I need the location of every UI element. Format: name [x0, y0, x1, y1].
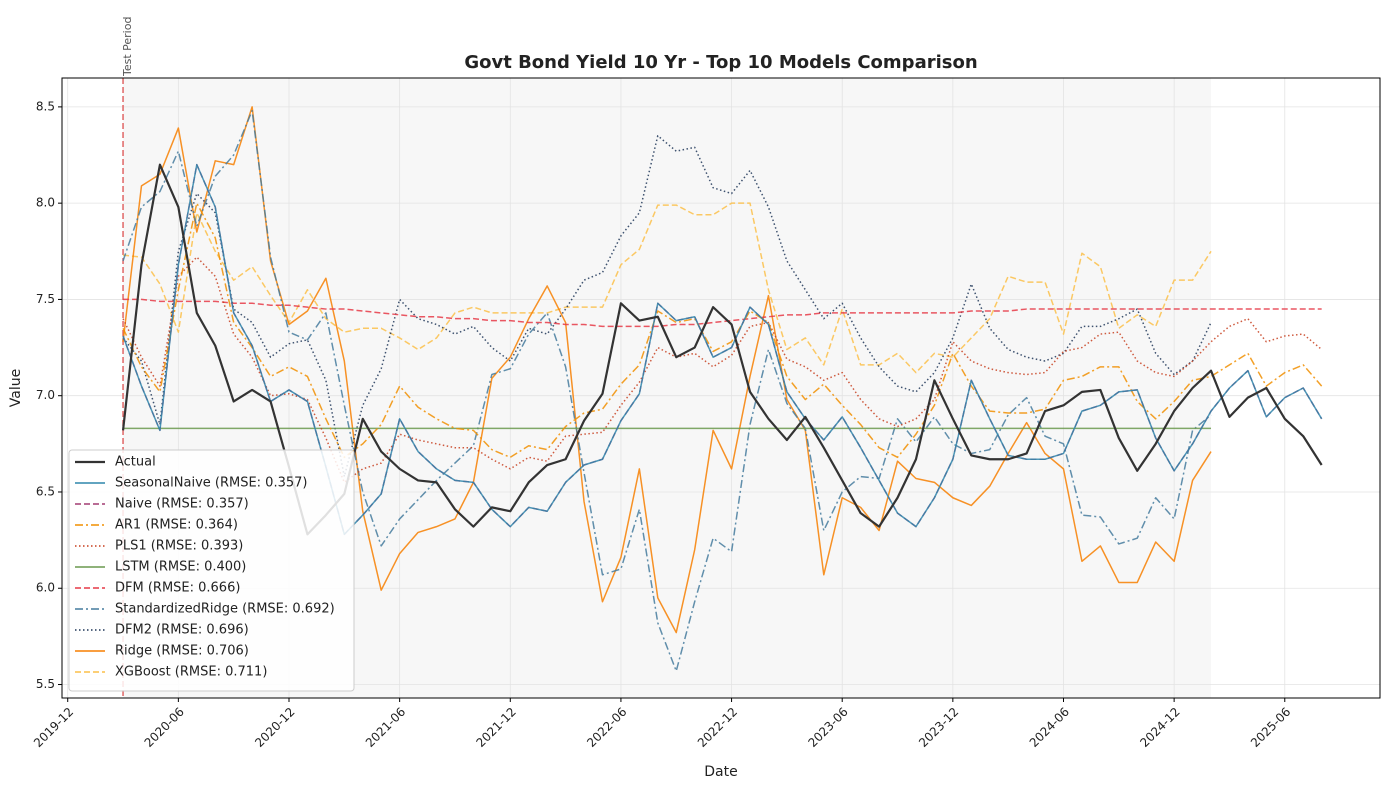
series-line — [122, 202, 1212, 374]
x-axis-label: Date — [704, 764, 737, 780]
series-line — [122, 256, 1323, 484]
legend-label: DFM (RMSE: 0.666) — [115, 581, 240, 596]
legend-label: PLS1 (RMSE: 0.393) — [115, 539, 243, 554]
legend-label: StandardizedRidge (RMSE: 0.692) — [115, 602, 335, 617]
y-tick-label: 5.5 — [36, 677, 55, 691]
y-tick-label: 6.0 — [36, 581, 55, 595]
series-line — [122, 202, 1323, 459]
y-tick-label: 8.5 — [36, 99, 55, 113]
legend-label: AR1 (RMSE: 0.364) — [115, 518, 238, 533]
legend-label: Ridge (RMSE: 0.706) — [115, 644, 249, 659]
legend-label: Naive (RMSE: 0.357) — [115, 497, 249, 512]
legend-label: LSTM (RMSE: 0.400) — [115, 560, 246, 575]
chart-title: Govt Bond Yield 10 Yr - Top 10 Models Co… — [464, 52, 977, 73]
legend-label: Actual — [115, 455, 156, 470]
legend: Actual SeasonalNaive (RMSE: 0.357) Naive (… — [68, 449, 355, 692]
legend-box — [68, 449, 355, 692]
series-line — [122, 135, 1212, 478]
y-tick-label: 7.0 — [36, 388, 55, 402]
y-tick-label: 6.5 — [36, 484, 55, 498]
annotation-text: Test Period — [121, 17, 134, 77]
y-axis-label: Value — [8, 369, 24, 407]
series-line — [122, 109, 1212, 672]
legend-label: XGBoost (RMSE: 0.711) — [115, 665, 267, 680]
legend-label: DFM2 (RMSE: 0.696) — [115, 623, 249, 638]
legend-label: SeasonalNaive (RMSE: 0.357) — [115, 476, 307, 491]
plot-frame — [61, 77, 1381, 699]
y-tick-label: 7.5 — [36, 292, 55, 306]
y-tick-label: 8.0 — [36, 196, 55, 210]
series-line — [123, 298, 1322, 328]
